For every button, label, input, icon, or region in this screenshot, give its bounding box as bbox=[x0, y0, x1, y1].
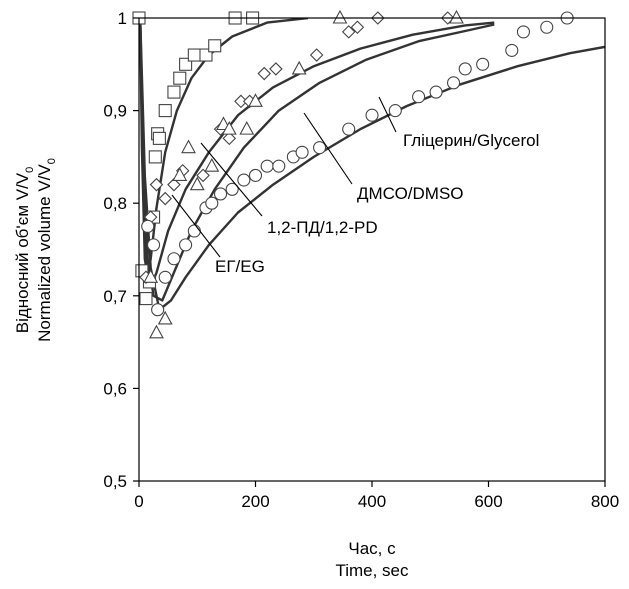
dmso-data-point bbox=[149, 324, 164, 339]
glycerol-data-point bbox=[147, 238, 161, 252]
1-2-pd-data-point bbox=[309, 48, 324, 62]
y-axis-label-line2-text: Normalized volume V/V bbox=[35, 164, 54, 342]
x-axis-label-line1: Час, с bbox=[348, 539, 396, 558]
eg-data-point bbox=[148, 150, 162, 164]
y-tick-label: 0,9 bbox=[103, 102, 127, 121]
y-tick-label: 1 bbox=[118, 9, 127, 28]
dmso-data-point bbox=[204, 158, 220, 172]
y-tick-label: 0,6 bbox=[103, 379, 127, 398]
y-axis-ticks: 0,5 0,6 0,7 0,8 0,9 1 bbox=[103, 9, 139, 491]
eg-data-point bbox=[152, 131, 166, 145]
y-tick-label: 0,5 bbox=[103, 472, 127, 491]
dmso-data-point bbox=[143, 269, 159, 283]
dmso-data-point bbox=[157, 310, 173, 325]
1-2-pd-data-point bbox=[158, 191, 172, 206]
x-tick-label: 0 bbox=[134, 492, 143, 511]
1-2-pd-annotation-label: 1,2-ПД/1,2-PD bbox=[267, 218, 378, 237]
eg-data-point bbox=[173, 71, 187, 85]
1-2-pd-data-point bbox=[257, 66, 272, 81]
glycerol-data-point bbox=[260, 159, 274, 173]
dmso-data-point bbox=[291, 60, 307, 75]
glycerol-data-point bbox=[248, 168, 263, 182]
glycerol-data-point bbox=[158, 270, 172, 284]
dmso-data-point bbox=[449, 9, 464, 24]
dmso-leader-line bbox=[303, 112, 353, 185]
glycerol-data-point bbox=[225, 182, 239, 196]
1-2-pd-data-point bbox=[149, 177, 164, 192]
x-axis-ticks: 0 200 400 600 800 bbox=[134, 481, 619, 511]
x-tick-label: 400 bbox=[358, 492, 386, 511]
dmso-data-point bbox=[181, 139, 196, 154]
x-tick-label: 800 bbox=[591, 492, 619, 511]
y-axis-label-line2-subscript: 0 bbox=[46, 158, 58, 164]
glycerol-data-point bbox=[313, 141, 327, 155]
glycerol-data-point bbox=[151, 303, 165, 317]
glycerol-data-point bbox=[458, 62, 472, 76]
glycerol-data-point bbox=[272, 159, 286, 173]
x-tick-label: 200 bbox=[241, 492, 269, 511]
glycerol-data-point bbox=[187, 224, 201, 238]
y-axis-label-line1-text: Відносний об'єм V/V bbox=[13, 172, 32, 333]
eg-annotation-label: ЕГ/EG bbox=[215, 257, 265, 276]
plot-frame bbox=[138, 17, 606, 482]
glycerol-data-point bbox=[342, 122, 356, 136]
y-axis-label-line1: Відносний об'єм V/V0 bbox=[13, 167, 36, 334]
1-2-pd-leader-line bbox=[200, 142, 263, 217]
glycerol-data-point bbox=[295, 145, 309, 159]
glycerol-data-point bbox=[205, 196, 219, 210]
glycerol-data-point bbox=[179, 238, 193, 252]
y-axis-label-line2: Normalized volume V/V0 bbox=[35, 158, 58, 342]
1-2-pd-data-point bbox=[222, 131, 237, 146]
eg-data-point bbox=[158, 104, 172, 118]
dmso-data-point bbox=[221, 120, 237, 135]
glycerol-data-point bbox=[167, 252, 181, 266]
glycerol-data-point bbox=[214, 187, 228, 201]
glycerol-data-point bbox=[365, 108, 379, 122]
data-points bbox=[132, 9, 574, 339]
glycerol-leader-line bbox=[378, 96, 397, 133]
eg-data-point bbox=[167, 85, 181, 99]
glycerol-data-point bbox=[412, 90, 426, 104]
glycerol-data-point bbox=[237, 173, 251, 187]
y-axis-label-line1-subscript: 0 bbox=[24, 167, 36, 173]
1-2-pd-data-point bbox=[167, 177, 181, 192]
glycerol-annotation-label: Гліцерин/Glycerol bbox=[403, 131, 539, 150]
dmso-annotation-label: ДМСО/DMSO bbox=[357, 184, 464, 203]
dmso-data-point bbox=[332, 9, 348, 24]
glycerol-data-point bbox=[516, 25, 531, 39]
series-annotations: Гліцерин/Glycerol ДМСО/DMSO 1,2-ПД/1,2-PD Е… bbox=[171, 96, 539, 276]
1-2-pd-data-point bbox=[341, 25, 356, 39]
dmso-data-point bbox=[189, 176, 205, 191]
x-tick-label: 600 bbox=[474, 492, 502, 511]
glycerol-data-point bbox=[476, 57, 490, 71]
glycerol-data-point bbox=[141, 219, 155, 233]
glycerol-data-point bbox=[505, 43, 519, 57]
glycerol-data-point bbox=[446, 76, 461, 90]
eg-data-point bbox=[208, 39, 222, 53]
x-axis-label-line2: Time, sec bbox=[335, 561, 409, 580]
y-tick-label: 0,8 bbox=[103, 194, 127, 213]
y-tick-label: 0,7 bbox=[103, 287, 127, 306]
eg-data-point bbox=[139, 292, 153, 306]
glycerol-data-point bbox=[429, 85, 443, 99]
dmso-data-point bbox=[248, 93, 263, 107]
1-2-pd-data-point bbox=[269, 62, 283, 76]
dmso-data-point bbox=[172, 167, 188, 181]
eg-data-point bbox=[187, 48, 201, 62]
glycerol-data-point bbox=[388, 104, 402, 118]
1-2-pd-data-point bbox=[196, 168, 210, 183]
dmso-data-point bbox=[239, 120, 255, 135]
glycerol-data-point bbox=[540, 20, 554, 34]
glycerol-fit-curve bbox=[139, 18, 605, 311]
eg-leader-line bbox=[171, 194, 221, 258]
1-2-pd-data-point bbox=[350, 20, 365, 35]
